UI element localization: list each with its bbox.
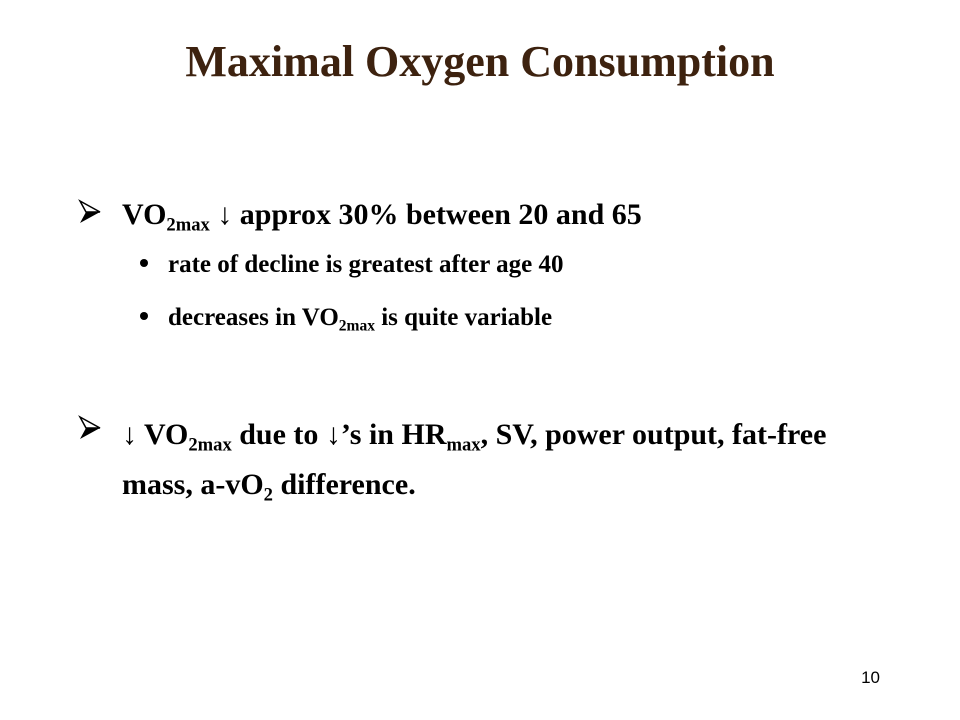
arrow-bullet bbox=[78, 415, 101, 439]
text-run: ↓ approx 30% between 20 and 65 bbox=[209, 198, 642, 231]
sub-bullet-item: decreases in VO2max is quite variable bbox=[168, 301, 868, 335]
text-run: , SV, power output, fat-free mass, a-vO bbox=[122, 418, 827, 501]
page-number: 10 bbox=[861, 668, 880, 687]
text-run: due to ↓’s in HR bbox=[231, 418, 447, 451]
text-run: ↓ VO bbox=[122, 418, 189, 451]
bullet-item: ↓ VO2max due to ↓’s in HRmax, SV, power … bbox=[122, 410, 842, 510]
text-run: is quite variable bbox=[374, 304, 553, 331]
subscript: 2max bbox=[166, 214, 210, 236]
text-run: difference. bbox=[272, 468, 416, 501]
text-run: VO bbox=[122, 198, 167, 231]
subscript: 2max bbox=[188, 434, 232, 456]
dot-bullet bbox=[140, 259, 148, 267]
arrow-bullet bbox=[78, 199, 101, 223]
subscript: max bbox=[446, 434, 481, 456]
dot-bullet bbox=[140, 312, 148, 320]
subscript: 2 bbox=[263, 484, 273, 506]
bullet-item: VO2max ↓ approx 30% between 20 and 65 bbox=[122, 190, 842, 240]
text-run: rate of decline is greatest after age 40 bbox=[168, 251, 564, 278]
sub-bullet-item: rate of decline is greatest after age 40 bbox=[168, 248, 868, 282]
slide-title: Maximal Oxygen Consumption bbox=[185, 37, 775, 86]
text-run: decreases in VO bbox=[168, 304, 339, 331]
subscript: 2max bbox=[338, 317, 375, 335]
